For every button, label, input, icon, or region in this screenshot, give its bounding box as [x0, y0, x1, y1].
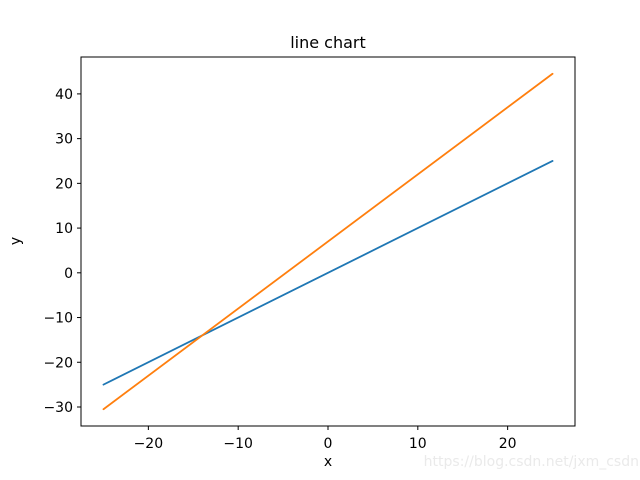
series-1-line — [102, 160, 554, 386]
x-tick-label: −20 — [134, 436, 164, 452]
y-tick-label: −20 — [43, 355, 73, 371]
y-tick-label: −30 — [43, 400, 73, 416]
x-tick-label: −10 — [223, 436, 253, 452]
watermark-text: https://blog.csdn.net/jxm_csdn — [423, 454, 639, 470]
y-tick-label: 10 — [55, 221, 73, 237]
y-tick-label: −10 — [43, 311, 73, 327]
x-tick-label: 20 — [499, 436, 517, 452]
chart-title: line chart — [290, 33, 366, 52]
x-tick-label: 0 — [324, 436, 333, 452]
y-tick-label: 40 — [55, 87, 73, 103]
y-axis-label: y — [8, 236, 24, 246]
x-tick-label: 10 — [409, 436, 427, 452]
y-tick-label: 30 — [55, 132, 73, 148]
series-2-line — [102, 72, 554, 411]
x-axis-label: x — [323, 454, 333, 470]
y-tick-label: 20 — [55, 176, 73, 192]
y-tick-label: 0 — [64, 266, 73, 282]
